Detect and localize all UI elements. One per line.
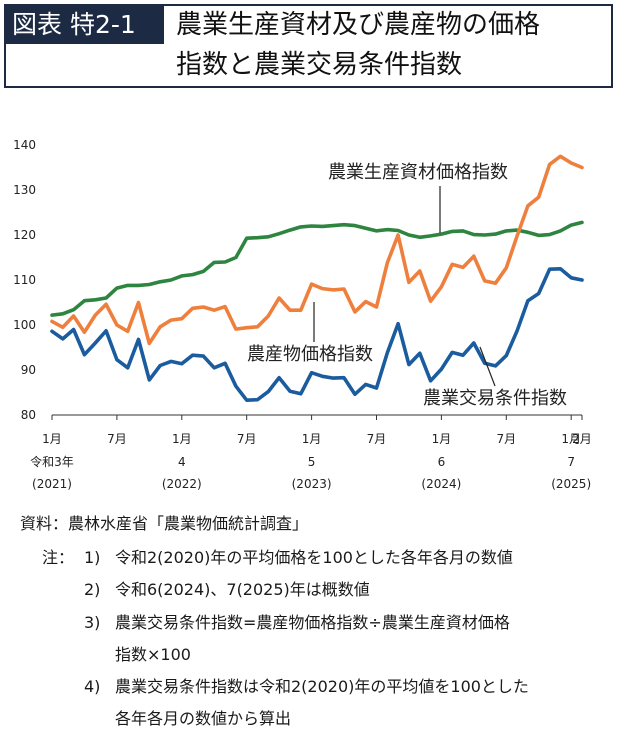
note-2: 2) 令和6(2024)、7(2025)年は概数値 [84, 580, 604, 600]
notes-heading: 注： [42, 548, 75, 567]
y-tick-label: 110 [13, 273, 36, 287]
note-3-number: 3) [84, 613, 101, 632]
note-4-text-line-1: 農業交易条件指数は令和2(2020)年の平均値を100とした [115, 677, 529, 696]
x-year-label: 7 [567, 455, 575, 469]
x-month-label: 1月 [561, 432, 581, 446]
x-month-label: 2月 [572, 432, 592, 446]
x-month-label: 1月 [172, 432, 192, 446]
x-year-label: 6 [438, 455, 446, 469]
x-year-label: 5 [308, 455, 316, 469]
x-month-label: 1月 [302, 432, 322, 446]
source-note: 資料：農林水産省「農業物価統計調査」 [20, 514, 309, 533]
terms-of-trade-index-line [50, 267, 584, 403]
note-4: 4) 農業交易条件指数は令和2(2020)年の平均値を100とした 各年各月の数… [84, 677, 614, 729]
note-3-text-line-2: 指数×100 [115, 645, 191, 664]
note-2-text: 令和6(2024)、7(2025)年は概数値 [115, 580, 370, 599]
y-tick-label: 120 [13, 228, 36, 242]
x-year-western-label: (2024) [421, 477, 461, 491]
y-tick-label: 80 [21, 408, 36, 422]
note-1: 1) 令和2(2020)年の平均価格を100とした各年各月の数値 [84, 548, 604, 568]
figure-title-line-2: 指数と農業交易条件指数 [176, 50, 463, 80]
x-month-label: 1月 [42, 432, 62, 446]
x-year-label: 令和3年 [30, 454, 74, 469]
y-tick-label: 100 [13, 318, 36, 332]
y-tick-label: 140 [13, 138, 36, 152]
note-1-number: 1) [84, 548, 101, 567]
x-year-western-label: (2021) [32, 477, 72, 491]
x-month-label: 7月 [107, 432, 127, 446]
terms-of-trade-index-leader [479, 346, 496, 387]
x-month-label: 7月 [496, 432, 516, 446]
farm-products-price-index-label: 農産物価格指数 [247, 344, 373, 365]
inputs-price-index-label: 農業生産資材価格指数 [328, 162, 508, 183]
figure-header: 図表 特2-1 農業生産資材及び農産物の価格 指数と農業交易条件指数 [4, 4, 613, 88]
note-2-number: 2) [84, 580, 101, 599]
terms-of-trade-index-label: 農業交易条件指数 [423, 388, 567, 409]
figure-title-line-1: 農業生産資材及び農産物の価格 [176, 10, 541, 40]
x-year-label: 4 [178, 455, 186, 469]
x-month-label: 7月 [367, 432, 387, 446]
y-tick-label: 130 [13, 183, 36, 197]
x-year-western-label: (2023) [292, 477, 332, 491]
inputs-price-index-line [50, 220, 584, 317]
note-3: 3) 農業交易条件指数=農産物価格指数÷農業生産資材価格 指数×100 [84, 613, 614, 665]
x-month-label: 7月 [237, 432, 257, 446]
x-year-western-label: (2025) [551, 477, 591, 491]
note-4-number: 4) [84, 677, 101, 696]
x-year-western-label: (2022) [162, 477, 202, 491]
note-3-text-line-1: 農業交易条件指数=農産物価格指数÷農業生産資材価格 [115, 613, 510, 632]
note-4-text-line-2: 各年各月の数値から算出 [115, 709, 292, 728]
figure-number-label: 図表 特2-1 [6, 6, 164, 44]
note-1-text: 令和2(2020)年の平均価格を100とした各年各月の数値 [115, 548, 513, 567]
y-tick-label: 90 [21, 363, 36, 377]
x-month-label: 1月 [432, 432, 452, 446]
farm-products-price-index-line [50, 154, 584, 346]
